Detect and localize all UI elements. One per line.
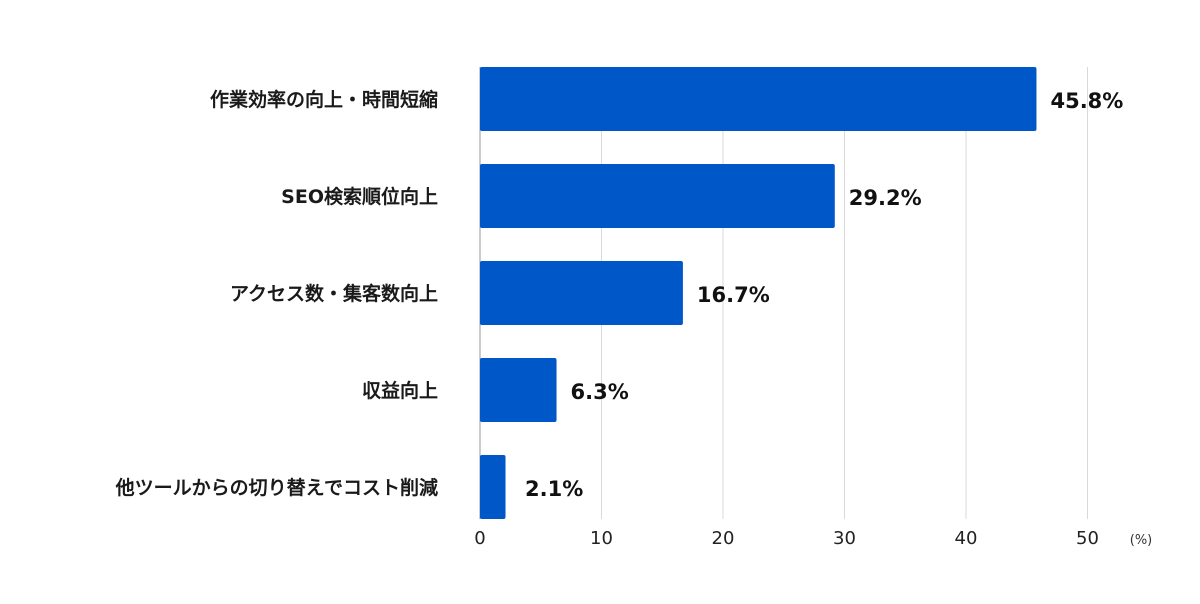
value-labels: 45.8% 29.2% 16.7% 6.3% 2.1% [525, 89, 1123, 501]
x-tick-label: 30 [833, 528, 856, 549]
x-axis-ticks: 0 10 20 30 40 50 [474, 528, 1099, 549]
bar [480, 164, 835, 228]
x-tick-label: 10 [590, 528, 613, 549]
category-label: 作業効率の向上・時間短縮 [210, 88, 438, 111]
category-label: 他ツールからの切り替えでコスト削減 [115, 476, 438, 499]
category-labels: 作業効率の向上・時間短縮 SEO検索順位向上アクセス数・集客数向上収益向上他ツール… [115, 88, 438, 499]
bar [480, 455, 506, 519]
category-label: アクセス数・集客数向上 [230, 282, 438, 305]
value-label: 16.7% [697, 283, 770, 307]
x-axis-unit-label: (%) [1130, 533, 1153, 548]
grid-lines [479, 67, 1088, 519]
value-label: 29.2% [849, 186, 922, 210]
value-label: 45.8% [1050, 89, 1123, 113]
x-tick-label: 20 [712, 528, 735, 549]
category-label: 収益向上 [362, 379, 438, 402]
value-label: 6.3% [571, 380, 629, 404]
bars [480, 67, 1037, 519]
x-tick-label: 40 [955, 528, 978, 549]
value-label: 2.1% [525, 477, 583, 501]
bar [480, 261, 683, 325]
category-label: SEO検索順位向上 [281, 185, 438, 208]
x-tick-label: 0 [474, 528, 485, 549]
x-tick-label: 50 [1076, 528, 1099, 549]
bar [480, 67, 1037, 131]
bar [480, 358, 557, 422]
